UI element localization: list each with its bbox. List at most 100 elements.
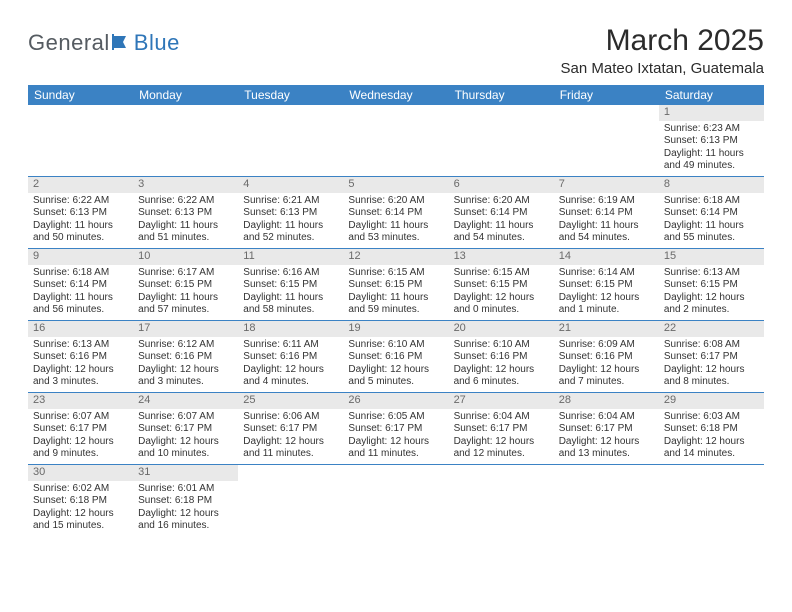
- daylight-line: Daylight: 11 hours and 54 minutes.: [559, 220, 654, 245]
- sunset-line: Sunset: 6:14 PM: [33, 279, 128, 292]
- day-number: 17: [133, 321, 238, 337]
- calendar-cell: 5Sunrise: 6:20 AMSunset: 6:14 PMDaylight…: [343, 177, 448, 249]
- calendar-cell: 19Sunrise: 6:10 AMSunset: 6:16 PMDayligh…: [343, 321, 448, 393]
- calendar-cell: 21Sunrise: 6:09 AMSunset: 6:16 PMDayligh…: [554, 321, 659, 393]
- sunrise-line: Sunrise: 6:22 AM: [138, 195, 233, 208]
- day-number: 1: [659, 105, 764, 121]
- sunrise-line: Sunrise: 6:18 AM: [33, 267, 128, 280]
- day-number: 14: [554, 249, 659, 265]
- sunset-line: Sunset: 6:18 PM: [664, 423, 759, 436]
- sunrise-line: Sunrise: 6:23 AM: [664, 123, 759, 136]
- sunrise-line: Sunrise: 6:19 AM: [559, 195, 654, 208]
- day-number: 20: [449, 321, 554, 337]
- calendar-cell: 31Sunrise: 6:01 AMSunset: 6:18 PMDayligh…: [133, 465, 238, 537]
- sunrise-line: Sunrise: 6:03 AM: [664, 411, 759, 424]
- calendar-cell-empty: [449, 465, 554, 537]
- sunset-line: Sunset: 6:18 PM: [138, 495, 233, 508]
- logo: General Blue: [28, 30, 180, 56]
- day-number: 10: [133, 249, 238, 265]
- day-number: 25: [238, 393, 343, 409]
- daylight-line: Daylight: 11 hours and 50 minutes.: [33, 220, 128, 245]
- day-number: 29: [659, 393, 764, 409]
- calendar-cell: 23Sunrise: 6:07 AMSunset: 6:17 PMDayligh…: [28, 393, 133, 465]
- sunrise-line: Sunrise: 6:10 AM: [454, 339, 549, 352]
- header: General Blue March 2025 San Mateo Ixtata…: [28, 24, 764, 77]
- day-number: 24: [133, 393, 238, 409]
- sunset-line: Sunset: 6:13 PM: [664, 135, 759, 148]
- sunrise-line: Sunrise: 6:10 AM: [348, 339, 443, 352]
- sunset-line: Sunset: 6:13 PM: [138, 207, 233, 220]
- day-number: 5: [343, 177, 448, 193]
- weekday-label: Friday: [554, 85, 659, 105]
- sunset-line: Sunset: 6:17 PM: [33, 423, 128, 436]
- weekday-label: Wednesday: [343, 85, 448, 105]
- calendar-cell: 13Sunrise: 6:15 AMSunset: 6:15 PMDayligh…: [449, 249, 554, 321]
- sunrise-line: Sunrise: 6:04 AM: [559, 411, 654, 424]
- daylight-line: Daylight: 12 hours and 12 minutes.: [454, 436, 549, 461]
- calendar-cell: 20Sunrise: 6:10 AMSunset: 6:16 PMDayligh…: [449, 321, 554, 393]
- sunset-line: Sunset: 6:15 PM: [664, 279, 759, 292]
- calendar-cell: 25Sunrise: 6:06 AMSunset: 6:17 PMDayligh…: [238, 393, 343, 465]
- sunset-line: Sunset: 6:16 PM: [348, 351, 443, 364]
- page-title: March 2025: [561, 24, 764, 58]
- daylight-line: Daylight: 11 hours and 56 minutes.: [33, 292, 128, 317]
- calendar-cell: 14Sunrise: 6:14 AMSunset: 6:15 PMDayligh…: [554, 249, 659, 321]
- sunrise-line: Sunrise: 6:04 AM: [454, 411, 549, 424]
- day-number: 7: [554, 177, 659, 193]
- sunrise-line: Sunrise: 6:14 AM: [559, 267, 654, 280]
- calendar-cell: 30Sunrise: 6:02 AMSunset: 6:18 PMDayligh…: [28, 465, 133, 537]
- sunset-line: Sunset: 6:13 PM: [243, 207, 338, 220]
- sunset-line: Sunset: 6:17 PM: [454, 423, 549, 436]
- day-number: 8: [659, 177, 764, 193]
- sunrise-line: Sunrise: 6:01 AM: [138, 483, 233, 496]
- calendar-cell: 24Sunrise: 6:07 AMSunset: 6:17 PMDayligh…: [133, 393, 238, 465]
- sunrise-line: Sunrise: 6:11 AM: [243, 339, 338, 352]
- day-number: 12: [343, 249, 448, 265]
- calendar-cell-empty: [343, 465, 448, 537]
- daylight-line: Daylight: 11 hours and 54 minutes.: [454, 220, 549, 245]
- daylight-line: Daylight: 12 hours and 13 minutes.: [559, 436, 654, 461]
- daylight-line: Daylight: 12 hours and 7 minutes.: [559, 364, 654, 389]
- sunset-line: Sunset: 6:15 PM: [243, 279, 338, 292]
- calendar-cell-empty: [554, 465, 659, 537]
- sunrise-line: Sunrise: 6:06 AM: [243, 411, 338, 424]
- sunset-line: Sunset: 6:17 PM: [138, 423, 233, 436]
- calendar-cell: 11Sunrise: 6:16 AMSunset: 6:15 PMDayligh…: [238, 249, 343, 321]
- day-number: 31: [133, 465, 238, 481]
- sunrise-line: Sunrise: 6:15 AM: [348, 267, 443, 280]
- calendar-cell: 26Sunrise: 6:05 AMSunset: 6:17 PMDayligh…: [343, 393, 448, 465]
- sunset-line: Sunset: 6:16 PM: [559, 351, 654, 364]
- weekday-label: Monday: [133, 85, 238, 105]
- daylight-line: Daylight: 12 hours and 0 minutes.: [454, 292, 549, 317]
- day-number: 22: [659, 321, 764, 337]
- daylight-line: Daylight: 12 hours and 10 minutes.: [138, 436, 233, 461]
- weekday-label: Thursday: [449, 85, 554, 105]
- flag-icon: [112, 30, 134, 56]
- sunset-line: Sunset: 6:17 PM: [243, 423, 338, 436]
- calendar-cell: 2Sunrise: 6:22 AMSunset: 6:13 PMDaylight…: [28, 177, 133, 249]
- calendar-cell-empty: [28, 105, 133, 177]
- sunrise-line: Sunrise: 6:07 AM: [33, 411, 128, 424]
- sunset-line: Sunset: 6:17 PM: [348, 423, 443, 436]
- calendar-cell-empty: [238, 105, 343, 177]
- sunset-line: Sunset: 6:17 PM: [664, 351, 759, 364]
- calendar-cell-empty: [449, 105, 554, 177]
- day-number: 2: [28, 177, 133, 193]
- sunrise-line: Sunrise: 6:08 AM: [664, 339, 759, 352]
- weekday-header: SundayMondayTuesdayWednesdayThursdayFrid…: [28, 85, 764, 105]
- calendar-cell: 10Sunrise: 6:17 AMSunset: 6:15 PMDayligh…: [133, 249, 238, 321]
- daylight-line: Daylight: 11 hours and 51 minutes.: [138, 220, 233, 245]
- calendar-cell: 4Sunrise: 6:21 AMSunset: 6:13 PMDaylight…: [238, 177, 343, 249]
- sunrise-line: Sunrise: 6:20 AM: [348, 195, 443, 208]
- daylight-line: Daylight: 12 hours and 14 minutes.: [664, 436, 759, 461]
- sunset-line: Sunset: 6:14 PM: [454, 207, 549, 220]
- calendar: SundayMondayTuesdayWednesdayThursdayFrid…: [28, 85, 764, 537]
- day-number: 26: [343, 393, 448, 409]
- calendar-cell: 3Sunrise: 6:22 AMSunset: 6:13 PMDaylight…: [133, 177, 238, 249]
- logo-text-1: General: [28, 30, 110, 56]
- sunset-line: Sunset: 6:13 PM: [33, 207, 128, 220]
- calendar-cell-empty: [659, 465, 764, 537]
- daylight-line: Daylight: 11 hours and 58 minutes.: [243, 292, 338, 317]
- day-number: 15: [659, 249, 764, 265]
- sunset-line: Sunset: 6:14 PM: [348, 207, 443, 220]
